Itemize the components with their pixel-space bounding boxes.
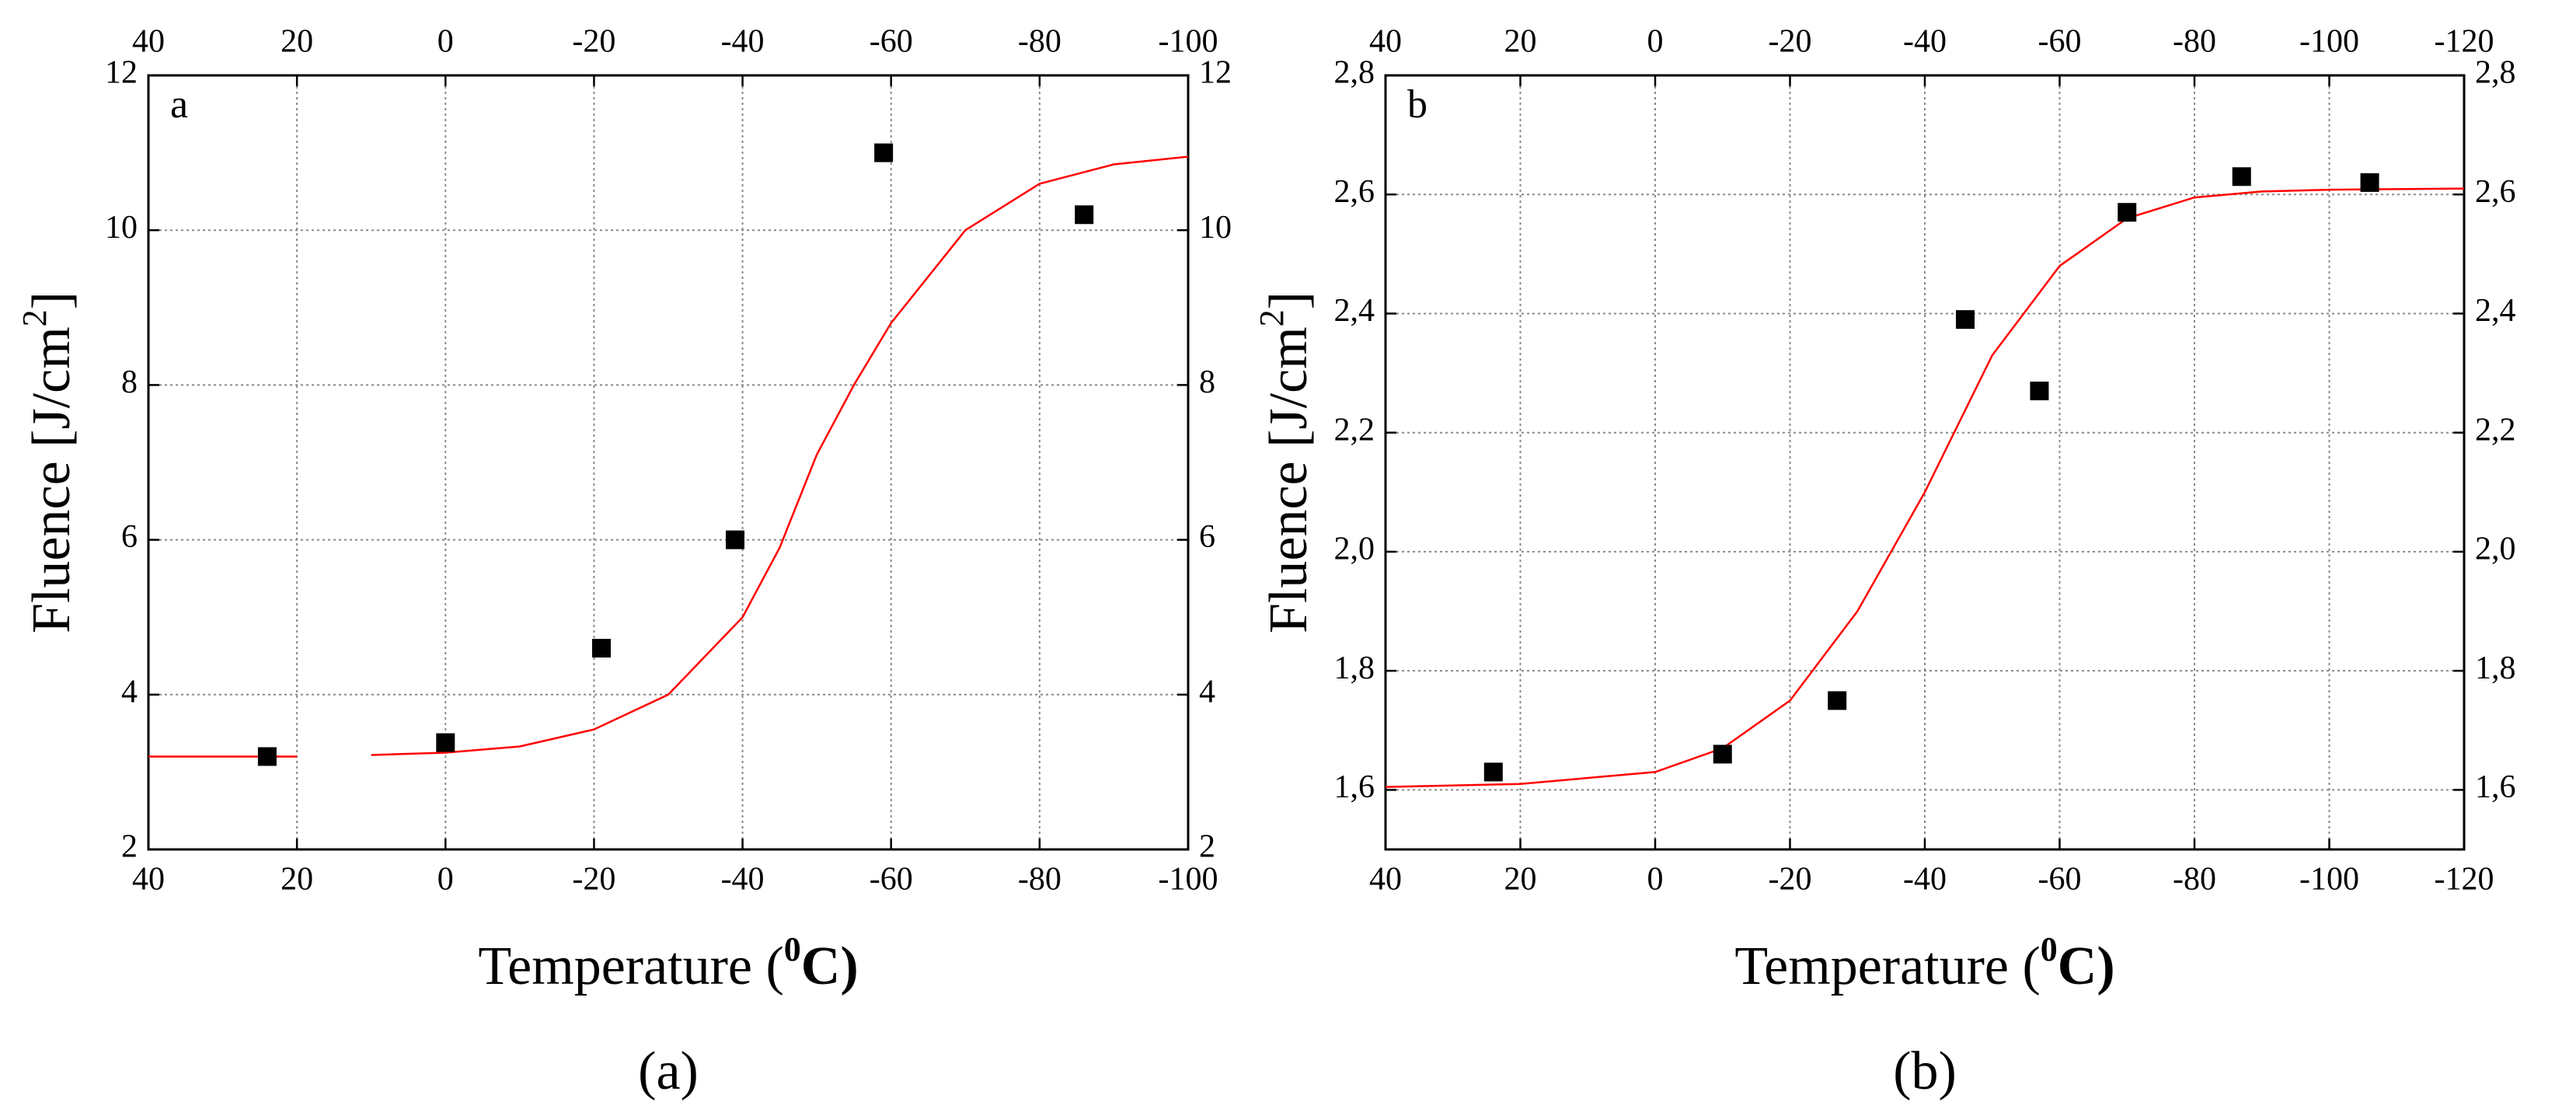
data-point (1483, 762, 1503, 782)
y-right-tick-label: 2,2 (2475, 412, 2516, 448)
x-top-tick-label: 20 (1504, 24, 1537, 60)
y-right-tick-label: 2,4 (2475, 293, 2516, 329)
data-point (1075, 205, 1094, 225)
y-right-tick-label: 2,8 (2475, 55, 2516, 91)
x-axis-label: Temperature (0C) (478, 930, 858, 996)
x-axis-label-sup: 0 (784, 930, 801, 968)
x-tick-label: -60 (2038, 862, 2082, 898)
y-right-tick-label: 12 (1199, 55, 1232, 91)
x-top-tick-label: -100 (1159, 24, 1218, 60)
y-axis-label: Fluence [J/cm2] (16, 291, 82, 633)
data-point (2030, 382, 2049, 401)
x-top-tick-label: 0 (437, 24, 454, 60)
x-tick-label: 40 (132, 862, 165, 898)
x-axis-label-text: Temperature ( (1734, 936, 2040, 996)
data-point (874, 143, 894, 162)
x-axis-label-text: Temperature ( (478, 936, 783, 996)
x-tick-label: -100 (2299, 862, 2359, 898)
x-axis-label-end: C) (801, 936, 859, 996)
x-axis-label: Temperature (0C) (1734, 930, 2114, 996)
x-top-tick-label: -40 (1903, 24, 1947, 60)
y-axis-label-sup: 2 (16, 309, 54, 326)
x-tick-label: -20 (1769, 862, 1812, 898)
x-top-tick-label: -40 (721, 24, 765, 60)
x-tick-label: 0 (1647, 862, 1664, 898)
data-point (1956, 310, 1975, 330)
x-top-tick-label: 0 (1647, 24, 1664, 60)
panel-label: b (1407, 82, 1427, 127)
x-tick-label: -120 (2435, 862, 2494, 898)
data-point (257, 747, 277, 766)
data-point (2232, 167, 2251, 187)
plot-frame (1384, 74, 2466, 851)
y-right-tick-label: 10 (1199, 210, 1232, 246)
x-top-tick-label: -120 (2435, 24, 2494, 60)
data-point (2360, 173, 2379, 192)
y-right-tick-label: 8 (1199, 364, 1215, 400)
x-axis-label-sup: 0 (2041, 930, 2058, 968)
y-tick-label: 4 (121, 674, 138, 710)
y-right-tick-label: 1,6 (2475, 769, 2516, 805)
y-tick-label: 10 (105, 210, 138, 246)
data-point (2118, 203, 2137, 222)
y-axis-label-sup: 2 (1253, 309, 1291, 326)
x-top-tick-label: -80 (1018, 24, 1061, 60)
data-point (591, 639, 611, 658)
y-axis-label: Fluence [J/cm2] (1253, 291, 1319, 633)
y-right-tick-label: 6 (1199, 519, 1215, 555)
y-tick-label: 8 (121, 364, 138, 400)
x-top-tick-label: -60 (2038, 24, 2082, 60)
x-top-tick-label: 40 (132, 24, 165, 60)
data-point (1828, 691, 1847, 710)
x-tick-label: -80 (2173, 862, 2216, 898)
x-tick-label: 0 (437, 862, 454, 898)
x-tick-label: 40 (1369, 862, 1402, 898)
x-tick-label: -60 (870, 862, 913, 898)
x-axis-label-end: C) (2058, 936, 2115, 996)
y-axis-label-end: ] (22, 291, 82, 309)
x-tick-label: -20 (572, 862, 615, 898)
y-tick-label: 2,4 (1334, 293, 1375, 329)
x-tick-label: -100 (1159, 862, 1218, 898)
y-right-tick-label: 2 (1199, 829, 1215, 865)
y-tick-label: 2,2 (1334, 412, 1375, 448)
y-tick-label: 2 (121, 829, 138, 865)
x-top-tick-label: -20 (572, 24, 615, 60)
caption: (a) (638, 1041, 699, 1101)
fit-line (1385, 187, 2465, 788)
y-tick-label: 2,6 (1334, 174, 1375, 210)
y-right-tick-label: 2,6 (2475, 174, 2516, 210)
y-tick-label: 1,8 (1334, 650, 1375, 686)
fit-line (148, 155, 1189, 758)
x-tick-label: -40 (1903, 862, 1947, 898)
y-right-tick-label: 1,8 (2475, 650, 2516, 686)
plot-frame (147, 74, 1190, 851)
y-tick-label: 6 (121, 519, 138, 555)
y-tick-label: 1,6 (1334, 769, 1375, 805)
y-right-tick-label: 4 (1199, 674, 1215, 710)
x-top-tick-label: -100 (2299, 24, 2359, 60)
y-right-tick-label: 2,0 (2475, 532, 2516, 567)
x-tick-label: 20 (1504, 862, 1537, 898)
y-tick-label: 12 (105, 55, 138, 91)
x-top-tick-label: 40 (1369, 24, 1402, 60)
x-top-tick-label: -80 (2173, 24, 2216, 60)
caption: (b) (1893, 1041, 1957, 1101)
x-tick-label: -80 (1018, 862, 1061, 898)
x-top-tick-label: -20 (1769, 24, 1812, 60)
data-point (436, 733, 455, 752)
x-tick-label: -40 (721, 862, 765, 898)
x-tick-label: 20 (281, 862, 313, 898)
x-top-tick-label: -60 (870, 24, 913, 60)
y-tick-label: 2,0 (1334, 532, 1375, 567)
y-axis-label-text: Fluence [J/cm (1259, 326, 1319, 633)
y-tick-label: 2,8 (1334, 55, 1375, 91)
y-axis-label-text: Fluence [J/cm (22, 326, 82, 633)
x-top-tick-label: 20 (281, 24, 313, 60)
y-axis-label-end: ] (1259, 291, 1319, 309)
data-point (1713, 745, 1732, 764)
panel-label: a (170, 82, 188, 127)
data-point (726, 530, 745, 549)
